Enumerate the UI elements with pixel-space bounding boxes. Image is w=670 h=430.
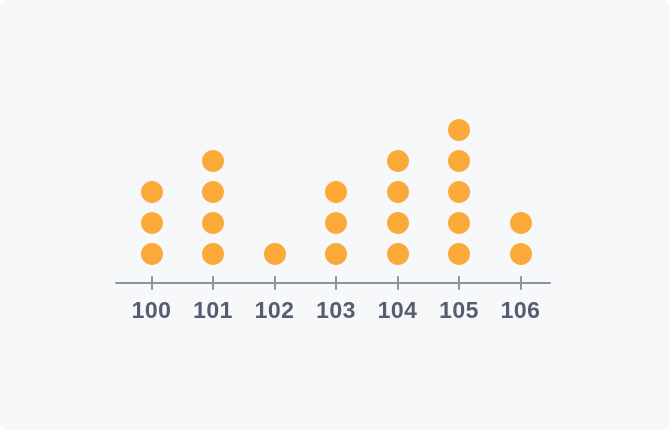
data-dot bbox=[448, 181, 470, 203]
data-dot bbox=[509, 243, 532, 265]
axis-tick bbox=[150, 276, 153, 290]
data-dot bbox=[202, 243, 224, 265]
data-dot bbox=[386, 212, 409, 234]
axis-tick bbox=[519, 276, 522, 290]
axis-tick bbox=[458, 276, 460, 290]
number-line-axis bbox=[115, 282, 551, 284]
data-dot bbox=[386, 150, 409, 172]
data-dot bbox=[448, 212, 470, 234]
axis-tick bbox=[396, 276, 399, 290]
axis-tick-label: 105 bbox=[439, 297, 479, 323]
axis-tick bbox=[273, 276, 276, 290]
data-dot bbox=[140, 212, 163, 234]
data-dot bbox=[263, 243, 286, 265]
data-dot bbox=[325, 181, 347, 203]
data-dot bbox=[140, 243, 163, 265]
axis-tick bbox=[212, 276, 214, 290]
data-dot bbox=[448, 150, 470, 172]
axis-tick-label: 106 bbox=[500, 297, 541, 323]
axis-tick-label: 101 bbox=[193, 297, 233, 323]
data-dot bbox=[448, 243, 470, 265]
data-dot bbox=[325, 212, 347, 234]
axis-tick-label: 102 bbox=[254, 297, 295, 323]
data-dot bbox=[325, 243, 347, 265]
data-dot bbox=[448, 119, 470, 141]
axis-tick-label: 104 bbox=[377, 297, 418, 323]
axis-tick bbox=[335, 276, 337, 290]
data-dot bbox=[202, 212, 224, 234]
axis-tick-label: 100 bbox=[131, 297, 172, 323]
data-dot bbox=[386, 181, 409, 203]
data-dot bbox=[509, 212, 532, 234]
data-dot bbox=[202, 181, 224, 203]
data-dot bbox=[202, 150, 224, 172]
data-dot bbox=[386, 243, 409, 265]
axis-tick-label: 103 bbox=[316, 297, 356, 323]
data-dot bbox=[140, 181, 163, 203]
